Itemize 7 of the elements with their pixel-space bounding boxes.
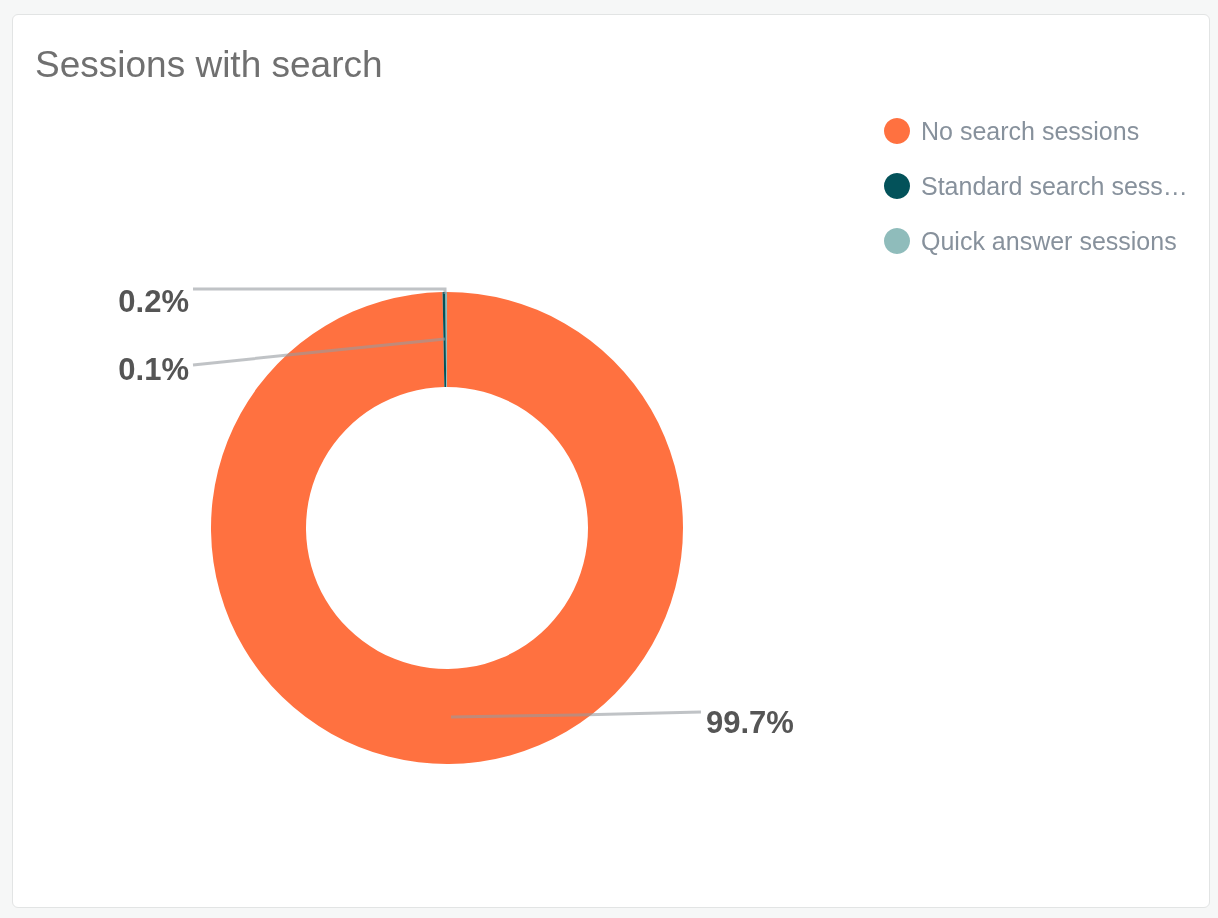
legend-label: No search sessions [921, 117, 1140, 145]
data-label: 99.7% [706, 704, 794, 740]
chart-title: Sessions with search [35, 44, 383, 85]
legend-label: Quick answer sessions [921, 227, 1177, 255]
data-label: 0.1% [118, 351, 189, 387]
data-label: 0.2% [118, 283, 189, 319]
legend-label: Standard search sess… [921, 172, 1188, 200]
